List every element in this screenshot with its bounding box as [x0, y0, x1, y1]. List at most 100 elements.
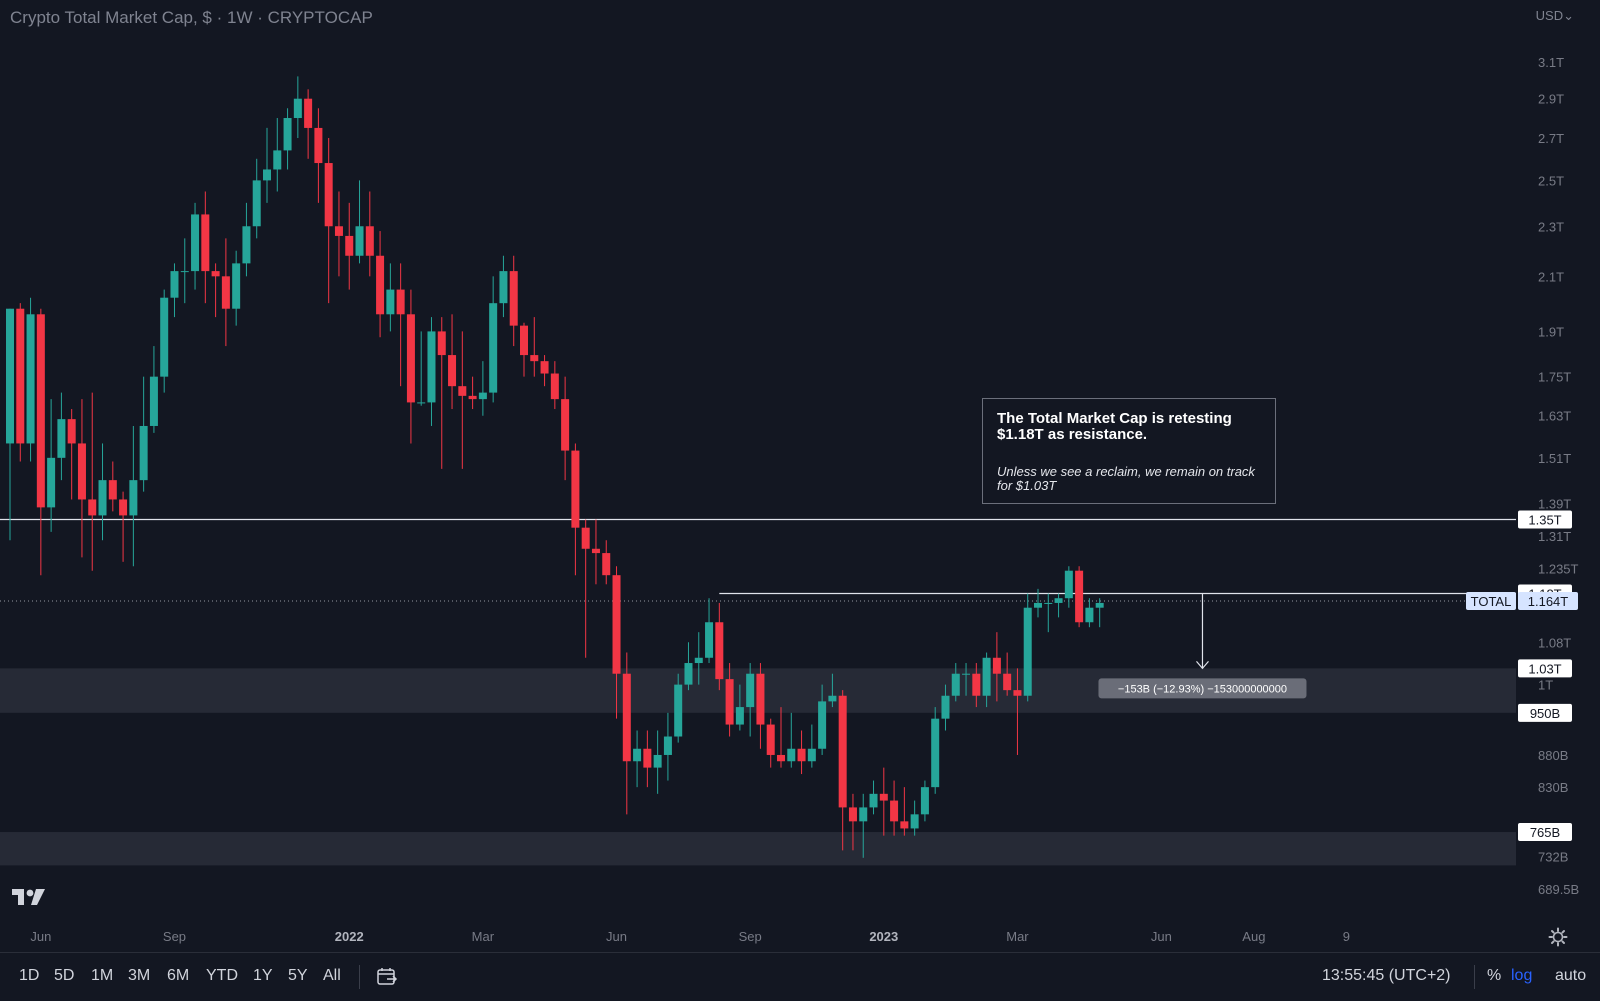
candle-body[interactable]: [530, 355, 539, 362]
candle-body[interactable]: [941, 695, 950, 719]
candle-body[interactable]: [520, 325, 528, 356]
candle-body[interactable]: [468, 395, 477, 400]
candle-body[interactable]: [1044, 602, 1053, 604]
candle-body[interactable]: [334, 226, 343, 236]
candle-body[interactable]: [149, 376, 158, 426]
candle-body[interactable]: [643, 748, 652, 768]
candle-body[interactable]: [1054, 598, 1063, 603]
level-price-tag[interactable]: [1518, 659, 1572, 678]
candle-body[interactable]: [448, 355, 457, 387]
symbol-tag[interactable]: [1466, 592, 1516, 611]
candle-body[interactable]: [715, 622, 724, 680]
candle-body[interactable]: [242, 226, 251, 264]
range-3m-button[interactable]: 3M: [128, 967, 151, 984]
candle-body[interactable]: [622, 673, 631, 762]
level-price-tag[interactable]: [1518, 510, 1572, 529]
annotation-note[interactable]: The Total Market Cap is retesting $1.18T…: [982, 398, 1276, 504]
candle-body[interactable]: [26, 314, 35, 444]
candle-body[interactable]: [694, 657, 703, 664]
candle-body[interactable]: [365, 226, 374, 256]
candle-body[interactable]: [221, 276, 230, 309]
candle-body[interactable]: [951, 673, 960, 696]
candle-body[interactable]: [458, 386, 467, 396]
candle-body[interactable]: [478, 392, 487, 400]
candle-body[interactable]: [777, 754, 785, 762]
candle-body[interactable]: [848, 807, 857, 822]
candle-body[interactable]: [807, 748, 816, 762]
candle-body[interactable]: [304, 98, 313, 128]
candle-body[interactable]: [962, 673, 971, 675]
candle-body[interactable]: [417, 402, 426, 404]
candle-body[interactable]: [180, 271, 189, 273]
candle-body[interactable]: [386, 289, 395, 315]
calendar-goto-icon[interactable]: [376, 966, 398, 988]
candle-body[interactable]: [129, 480, 138, 516]
range-1d-button[interactable]: 1D: [19, 967, 40, 984]
candle-body[interactable]: [869, 793, 878, 808]
candle-body[interactable]: [1013, 690, 1022, 696]
candle-body[interactable]: [756, 673, 765, 725]
candle-body[interactable]: [396, 289, 405, 315]
candle-body[interactable]: [6, 308, 14, 444]
candle-body[interactable]: [859, 807, 868, 822]
currency-selector[interactable]: USD⌄: [1535, 8, 1574, 23]
candle-body[interactable]: [160, 297, 169, 377]
candle-body[interactable]: [427, 331, 436, 403]
candle-body[interactable]: [900, 821, 909, 829]
candle-body[interactable]: [910, 814, 919, 829]
candle-body[interactable]: [828, 695, 837, 702]
settings-gear-icon[interactable]: [1548, 927, 1568, 947]
percent-scale-button[interactable]: %: [1487, 967, 1502, 984]
candle-body[interactable]: [57, 419, 66, 458]
candle-body[interactable]: [47, 457, 56, 508]
price-chart[interactable]: 3.1T 2.9T 2.7T 2.5T 2.3T 2.1T 1.9T 1.75T 1.63T 1.…: [0, 0, 1600, 952]
candle-body[interactable]: [191, 214, 200, 272]
candle-body[interactable]: [684, 663, 693, 685]
candle-body[interactable]: [674, 684, 683, 737]
candle-body[interactable]: [1003, 673, 1012, 691]
current-price-tag[interactable]: [1518, 592, 1578, 611]
candle-body[interactable]: [67, 419, 76, 444]
candle-body[interactable]: [992, 657, 1001, 674]
candle-body[interactable]: [406, 314, 415, 403]
candle-body[interactable]: [982, 657, 991, 696]
candle-body[interactable]: [252, 180, 261, 227]
candle-body[interactable]: [119, 499, 128, 516]
range-1m-button[interactable]: 1M: [91, 967, 114, 984]
candle-body[interactable]: [16, 308, 25, 444]
range-5y-button[interactable]: 5Y: [288, 967, 308, 984]
candle-body[interactable]: [273, 150, 282, 170]
candle-body[interactable]: [663, 736, 672, 755]
level-price-tag[interactable]: [1518, 703, 1572, 722]
candle-body[interactable]: [540, 361, 549, 374]
candle-body[interactable]: [746, 673, 755, 708]
candle-body[interactable]: [1023, 607, 1032, 696]
log-scale-button[interactable]: log: [1511, 967, 1533, 984]
candle-body[interactable]: [77, 443, 86, 500]
candle-body[interactable]: [561, 399, 570, 451]
auto-scale-button[interactable]: auto: [1555, 967, 1587, 984]
candle-body[interactable]: [293, 98, 302, 119]
candle-body[interactable]: [345, 235, 354, 256]
candle-body[interactable]: [550, 373, 559, 400]
candle-body[interactable]: [838, 695, 847, 808]
candle-body[interactable]: [1064, 570, 1073, 599]
range-all-button[interactable]: All: [323, 967, 341, 984]
candle-body[interactable]: [1034, 602, 1042, 608]
candle-body[interactable]: [108, 480, 117, 500]
range-6m-button[interactable]: 6M: [167, 967, 190, 984]
candle-body[interactable]: [355, 226, 364, 256]
candle-body[interactable]: [653, 754, 662, 768]
candle-body[interactable]: [879, 793, 888, 801]
candle-body[interactable]: [139, 425, 148, 481]
candle-body[interactable]: [263, 169, 271, 181]
candle-body[interactable]: [818, 701, 827, 749]
candle-body[interactable]: [376, 255, 385, 315]
candle-body[interactable]: [489, 303, 498, 393]
candle-body[interactable]: [581, 527, 590, 549]
candle-body[interactable]: [211, 271, 220, 277]
candle-body[interactable]: [725, 679, 734, 725]
candle-body[interactable]: [499, 271, 508, 304]
candle-body[interactable]: [88, 499, 97, 516]
candle-body[interactable]: [98, 480, 107, 516]
